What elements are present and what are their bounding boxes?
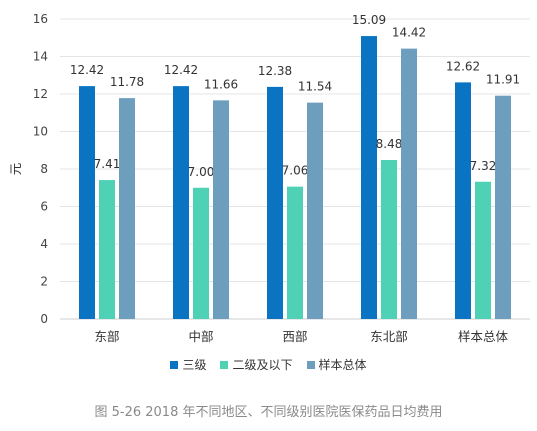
- data-label: 12.62: [446, 59, 480, 73]
- bar: [213, 100, 229, 319]
- data-label: 12.42: [164, 63, 198, 77]
- y-tick-label: 6: [40, 200, 48, 214]
- data-label: 7.41: [94, 157, 121, 171]
- bar: [287, 186, 303, 319]
- x-tick-label: 西部: [282, 329, 307, 344]
- legend-swatch: [220, 360, 229, 369]
- data-label: 14.42: [392, 26, 426, 40]
- x-tick-label: 东部: [94, 329, 119, 344]
- x-tick-label: 东北部: [370, 329, 408, 344]
- legend-label: 样本总体: [318, 358, 367, 372]
- legend-label: 三级: [182, 358, 207, 372]
- bar: [119, 98, 135, 319]
- legend-swatch: [306, 360, 315, 369]
- y-tick-label: 12: [33, 87, 48, 101]
- y-axis-label: 元: [8, 163, 23, 176]
- bar: [99, 180, 115, 319]
- legend-item: 三级: [170, 356, 206, 373]
- bar: [361, 36, 377, 319]
- data-label: 7.06: [282, 164, 309, 178]
- bar: [307, 102, 323, 319]
- data-label: 11.91: [486, 73, 520, 87]
- data-label: 12.42: [70, 63, 104, 77]
- y-tick-label: 14: [33, 50, 48, 64]
- bar: [455, 82, 471, 319]
- legend-swatch: [170, 360, 179, 369]
- bar: [495, 95, 511, 319]
- data-label: 11.66: [204, 77, 238, 91]
- y-tick-label: 0: [40, 312, 48, 326]
- y-tick-label: 4: [40, 237, 48, 251]
- bar: [193, 187, 209, 319]
- y-tick-label: 16: [33, 12, 48, 26]
- data-label: 7.00: [188, 165, 215, 179]
- bar: [173, 86, 189, 319]
- legend: 三级 二级及以下 样本总体: [0, 356, 537, 373]
- bar: [401, 48, 417, 319]
- bar: [475, 181, 491, 319]
- x-tick-label: 中部: [188, 329, 213, 344]
- legend-item: 样本总体: [306, 356, 367, 373]
- y-tick-label: 8: [40, 162, 48, 176]
- data-label: 11.78: [110, 75, 144, 89]
- bar: [267, 86, 283, 319]
- legend-label: 二级及以下: [232, 358, 293, 372]
- y-tick-label: 2: [40, 275, 48, 289]
- bar-chart: 0 2 4 6 8 10 12 14 16 元 12.42 7.41 11.78 东部 12.42 7.00 1…: [8, 12, 530, 344]
- data-label: 15.09: [352, 13, 386, 27]
- y-tick-label: 10: [33, 125, 48, 139]
- bar: [381, 160, 397, 319]
- data-label: 8.48: [376, 137, 403, 151]
- bar: [79, 86, 95, 319]
- figure-caption: 图 5-26 2018 年不同地区、不同级别医院医保药品日均费用: [94, 405, 443, 420]
- legend-item: 二级及以下: [220, 356, 293, 373]
- data-label: 12.38: [258, 64, 292, 78]
- x-tick-label: 样本总体: [458, 329, 509, 344]
- data-label: 7.32: [470, 159, 497, 173]
- data-label: 11.54: [298, 80, 332, 94]
